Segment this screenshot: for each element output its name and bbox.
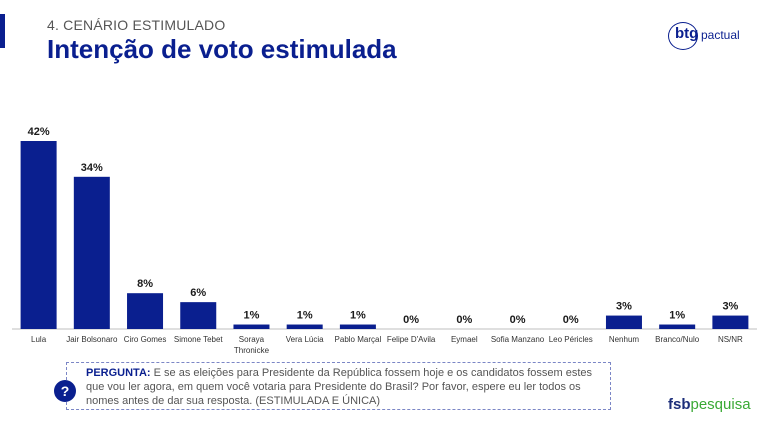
category-label: Felipe D'Avila [387, 335, 436, 344]
btg-pactual-logo: btg pactual [668, 22, 748, 50]
category-label: Jair Bolsonaro [66, 335, 118, 344]
logo-circle [668, 22, 698, 50]
fsb-pesquisa-logo: fsbpesquisa [668, 396, 751, 413]
bar [20, 141, 57, 329]
data-label: 0% [563, 314, 579, 326]
page-title: Intenção de voto estimulada [47, 34, 397, 64]
bar [659, 324, 696, 329]
question-text: PERGUNTA: E se as eleições para Presiden… [86, 366, 606, 408]
bar [127, 293, 164, 329]
category-label: Branco/Nulo [655, 335, 700, 344]
category-label: Ciro Gomes [124, 335, 167, 344]
data-label: 0% [403, 314, 419, 326]
data-label: 1% [350, 310, 366, 322]
data-label: 3% [616, 301, 632, 313]
category-label: Simone Tebet [174, 335, 224, 344]
logo-btg-text: btg [675, 25, 699, 42]
category-label: NS/NR [718, 335, 743, 344]
fsb-text: fsb [668, 396, 691, 413]
bar [339, 324, 376, 329]
category-label: Thronicke [234, 346, 270, 355]
bar [233, 324, 270, 329]
data-label: 1% [669, 310, 685, 322]
question-body: E se as eleições para Presidente da Repú… [86, 367, 593, 407]
category-label: Vera Lúcia [286, 335, 324, 344]
data-label: 3% [722, 301, 738, 313]
data-label: 6% [190, 287, 206, 299]
bar [286, 324, 323, 329]
data-label: 0% [456, 314, 472, 326]
bar [605, 315, 642, 329]
accent-bar [0, 14, 5, 48]
category-label: Leo Péricles [549, 335, 593, 344]
pesquisa-text: pesquisa [690, 396, 751, 413]
data-label: 1% [297, 310, 313, 322]
bar [712, 315, 749, 329]
data-label: 42% [28, 126, 50, 138]
category-label: Pablo Marçal [335, 335, 382, 344]
section-label: 4. CENÁRIO ESTIMULADO [47, 17, 226, 33]
category-label: Lula [31, 335, 47, 344]
question-label: PERGUNTA: [86, 367, 151, 379]
logo-pactual-text: pactual [701, 28, 740, 42]
data-label: 1% [244, 310, 260, 322]
category-label: Nenhum [609, 335, 640, 344]
bar [73, 176, 110, 329]
category-label: Eymael [451, 335, 478, 344]
bar-chart: 42% Lula 34% Jair Bolsonaro 8% Ciro Gomes 6% Si… [12, 126, 757, 355]
data-label: 0% [510, 314, 526, 326]
data-label: 8% [137, 278, 153, 290]
data-label: 34% [81, 162, 103, 174]
bar [180, 302, 217, 329]
category-label: Soraya [239, 335, 265, 344]
question-mark-icon: ? [54, 380, 76, 402]
category-label: Sofia Manzano [491, 335, 545, 344]
